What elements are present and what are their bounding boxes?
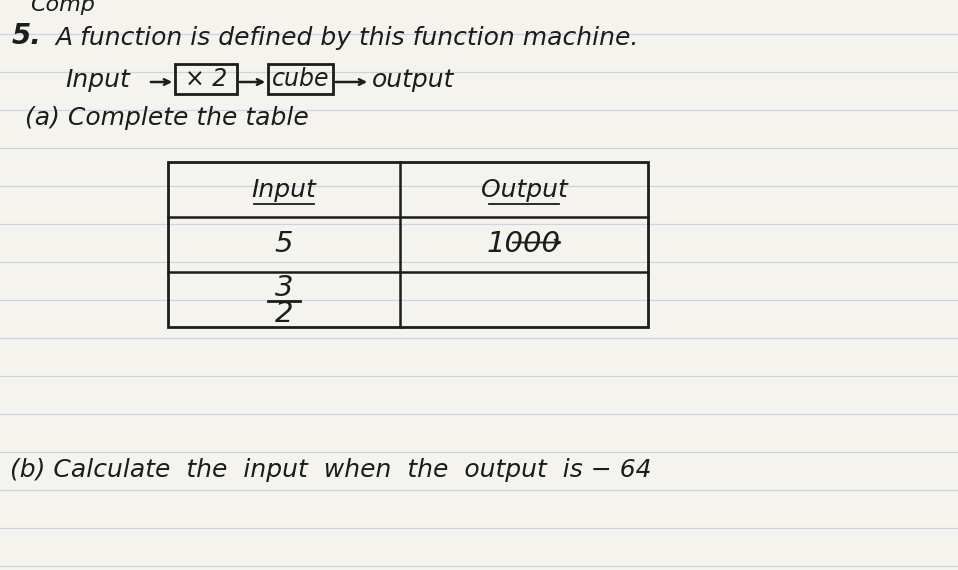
- Bar: [268, 64, 333, 94]
- Text: Output: Output: [481, 177, 567, 202]
- Text: Input: Input: [65, 68, 129, 92]
- Bar: [175, 64, 237, 94]
- Text: A function is defined by this function machine.: A function is defined by this function m…: [55, 26, 638, 50]
- Text: (a) Complete the table: (a) Complete the table: [25, 106, 308, 130]
- Text: 5.: 5.: [12, 22, 42, 50]
- Text: × 2: × 2: [185, 67, 227, 91]
- Text: 5: 5: [275, 230, 293, 259]
- Text: cube: cube: [272, 67, 330, 91]
- Text: output: output: [372, 68, 454, 92]
- Text: 3: 3: [275, 274, 293, 302]
- Text: Input: Input: [252, 177, 316, 202]
- Text: Comp: Comp: [30, 0, 95, 15]
- Bar: [168, 162, 648, 327]
- Text: 2: 2: [275, 299, 293, 328]
- Text: 1000: 1000: [487, 230, 561, 259]
- Text: (b) Calculate  the  input  when  the  output  is − 64: (b) Calculate the input when the output …: [10, 458, 651, 482]
